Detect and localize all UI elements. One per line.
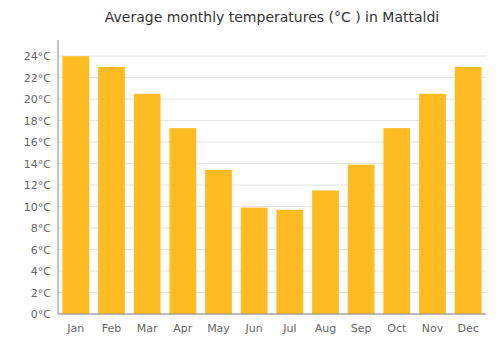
x-tick-label: Dec bbox=[458, 322, 479, 335]
x-axis-line bbox=[58, 314, 486, 315]
grid-line bbox=[58, 314, 486, 315]
title: Average monthly temperatures (°C ) in Ma… bbox=[105, 9, 439, 25]
bar bbox=[348, 165, 375, 314]
y-tick-label: 16°C bbox=[24, 136, 51, 149]
x-tick-label: Mar bbox=[137, 322, 158, 335]
y-tick-label: 22°C bbox=[24, 72, 51, 85]
x-tick-label: Apr bbox=[173, 322, 193, 335]
y-tick-label: 12°C bbox=[24, 179, 51, 192]
y-axis-line bbox=[58, 40, 59, 314]
y-tick-label: 18°C bbox=[24, 115, 51, 128]
bar bbox=[419, 94, 446, 314]
y-tick-label: 2°C bbox=[31, 287, 51, 300]
bar bbox=[169, 128, 196, 314]
bar bbox=[205, 170, 232, 314]
x-tick-label: Aug bbox=[315, 322, 336, 335]
chart: Average monthly temperatures (°C ) in Ma… bbox=[0, 0, 500, 350]
bar bbox=[383, 128, 410, 314]
y-tick-label: 8°C bbox=[31, 222, 51, 235]
x-tick-label: Oct bbox=[387, 322, 407, 335]
y-tick-label: 14°C bbox=[24, 158, 51, 171]
x-tick-label: Sep bbox=[351, 322, 372, 335]
grid-line bbox=[58, 56, 486, 57]
x-tick-label: Jun bbox=[245, 322, 263, 335]
y-tick-label: 4°C bbox=[31, 265, 51, 278]
bar bbox=[98, 67, 125, 314]
x-tick-label: Jan bbox=[66, 322, 84, 335]
y-tick-label: 6°C bbox=[31, 244, 51, 257]
bar bbox=[312, 190, 339, 314]
x-tick-label: Nov bbox=[422, 322, 444, 335]
x-tick-label: Jul bbox=[282, 322, 296, 335]
y-tick-label: 10°C bbox=[24, 201, 51, 214]
y-tick-label: 20°C bbox=[24, 93, 51, 106]
grid bbox=[58, 56, 486, 314]
bar bbox=[62, 56, 89, 314]
x-tick-label: May bbox=[207, 322, 230, 335]
background bbox=[0, 0, 500, 350]
bar bbox=[241, 208, 268, 314]
bar bbox=[276, 210, 303, 314]
bar bbox=[455, 67, 482, 314]
y-tick-label: 24°C bbox=[24, 50, 51, 63]
x-tick-label: Feb bbox=[102, 322, 121, 335]
y-tick-label: 0°C bbox=[31, 308, 51, 321]
bar bbox=[134, 94, 161, 314]
